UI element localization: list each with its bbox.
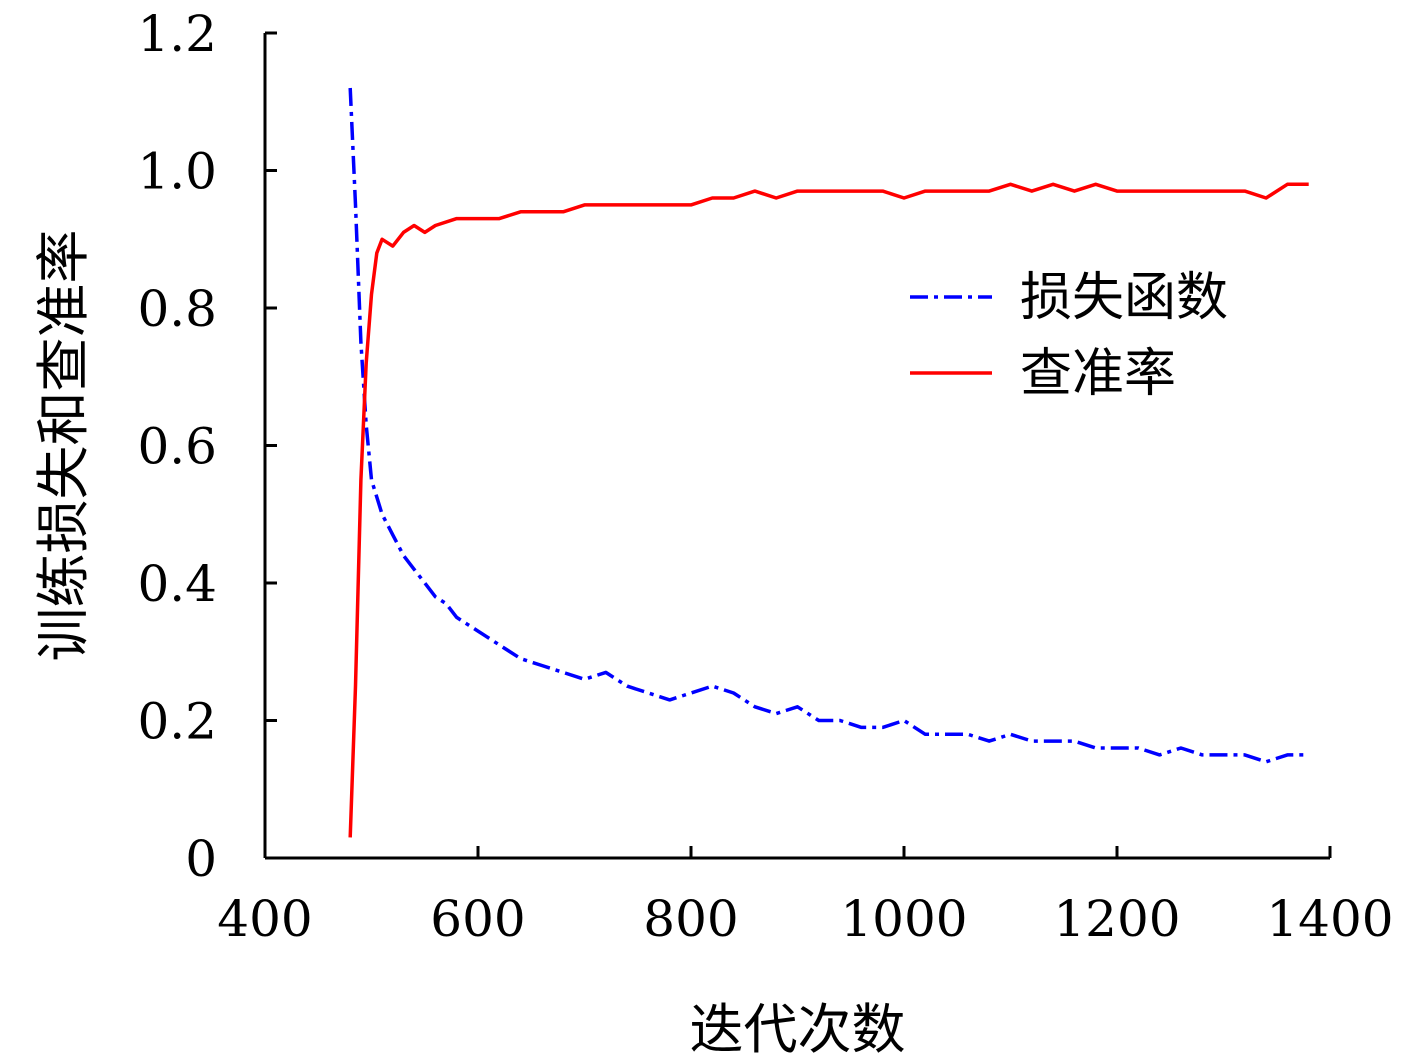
x-tick-label: 1400 bbox=[1266, 890, 1393, 948]
x-tick-label: 1200 bbox=[1053, 890, 1180, 948]
y-tick-label: 0.2 bbox=[137, 693, 217, 751]
precision-series-line bbox=[348, 182, 1309, 838]
series-layer bbox=[348, 87, 1309, 838]
y-tick-label: 0.4 bbox=[137, 555, 217, 613]
loss-series-line bbox=[348, 87, 1309, 764]
x-tick-label: 600 bbox=[430, 890, 525, 948]
y-tick-label: 1.0 bbox=[137, 143, 217, 201]
y-tick-label: 0 bbox=[185, 830, 217, 888]
legend-label: 损失函数 bbox=[1020, 268, 1228, 328]
axes: 400 600 800 1000 1200 1400 0 0.2 0.4 0.6 0.8 1.0 1.2 bbox=[137, 5, 1393, 948]
y-tick-label: 1.2 bbox=[137, 5, 217, 63]
y-tick-label: 0.6 bbox=[137, 418, 217, 476]
x-tick-label: 400 bbox=[217, 890, 312, 948]
x-tick-label: 1000 bbox=[840, 890, 967, 948]
y-axis-title: 训练损失和查准率 bbox=[32, 230, 95, 662]
x-tick-label: 800 bbox=[643, 890, 738, 948]
x-axis-title: 迭代次数 bbox=[690, 998, 906, 1061]
y-tick-label: 0.8 bbox=[137, 280, 217, 338]
legend-label: 查准率 bbox=[1020, 344, 1176, 404]
